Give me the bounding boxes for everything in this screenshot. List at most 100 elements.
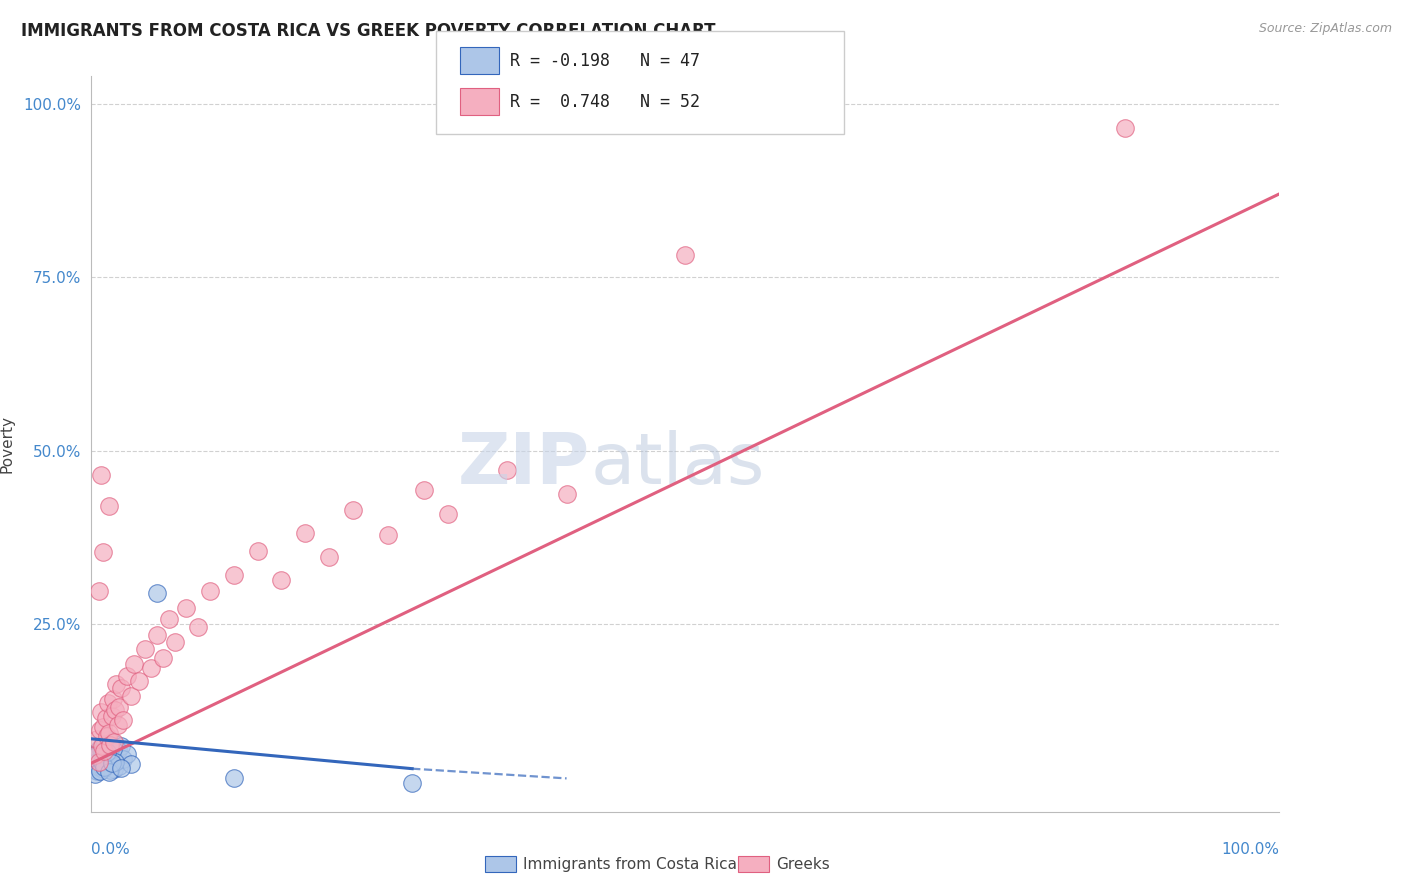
Point <box>86 748 108 763</box>
Point <box>86 764 108 779</box>
Point <box>377 528 399 542</box>
Point <box>96 756 118 770</box>
Point <box>222 568 245 582</box>
Point <box>90 468 112 483</box>
Point <box>97 733 120 747</box>
Point <box>91 763 114 777</box>
Point <box>145 628 167 642</box>
Point <box>93 744 115 758</box>
Point <box>104 737 127 751</box>
Point <box>91 750 114 764</box>
Text: ZIP: ZIP <box>458 430 591 500</box>
Point <box>91 545 114 559</box>
Point <box>120 690 142 704</box>
Point <box>100 741 122 756</box>
Point <box>176 601 198 615</box>
Point <box>91 744 114 758</box>
Point <box>87 756 110 770</box>
Point <box>120 756 142 771</box>
Point <box>97 753 120 767</box>
Point <box>107 718 129 732</box>
Text: IMMIGRANTS FROM COSTA RICA VS GREEK POVERTY CORRELATION CHART: IMMIGRANTS FROM COSTA RICA VS GREEK POVE… <box>21 22 716 40</box>
Point <box>98 499 121 513</box>
Point <box>94 744 117 758</box>
Point <box>103 734 125 748</box>
Point <box>89 740 111 755</box>
Point <box>107 743 129 757</box>
Text: 100.0%: 100.0% <box>1222 842 1279 857</box>
Point <box>555 487 578 501</box>
Text: Source: ZipAtlas.com: Source: ZipAtlas.com <box>1258 22 1392 36</box>
Point <box>200 583 222 598</box>
Point <box>100 738 122 752</box>
Point <box>91 739 114 754</box>
Point <box>84 749 107 764</box>
Y-axis label: Poverty: Poverty <box>0 415 14 473</box>
Point <box>110 761 132 775</box>
Point <box>100 750 122 764</box>
Point <box>98 758 121 772</box>
Point <box>83 756 105 771</box>
Point <box>294 525 316 540</box>
Point <box>96 729 118 743</box>
Point <box>93 760 115 774</box>
Point <box>84 747 107 762</box>
Text: Greeks: Greeks <box>776 857 830 871</box>
Point <box>86 731 108 746</box>
Point <box>1114 120 1136 135</box>
Point <box>157 612 180 626</box>
Point <box>87 583 110 598</box>
Point <box>100 756 122 771</box>
Point <box>91 756 114 770</box>
Point <box>103 762 125 776</box>
Point <box>110 681 132 695</box>
Point <box>115 669 138 683</box>
Point <box>128 674 150 689</box>
Point <box>112 713 135 727</box>
Point <box>90 706 112 720</box>
Point <box>152 651 174 665</box>
Point <box>163 635 186 649</box>
Point <box>101 742 124 756</box>
Point <box>496 463 519 477</box>
Point <box>90 761 112 775</box>
Point <box>110 739 132 754</box>
Point <box>94 747 117 762</box>
Point <box>107 759 129 773</box>
Point <box>87 759 110 773</box>
Text: 0.0%: 0.0% <box>91 842 131 857</box>
Point <box>90 751 112 765</box>
Text: Immigrants from Costa Rica: Immigrants from Costa Rica <box>523 857 737 871</box>
Point <box>104 703 127 717</box>
Text: R = -0.198   N = 47: R = -0.198 N = 47 <box>510 52 700 70</box>
Point <box>101 746 124 760</box>
Point <box>122 657 145 671</box>
Point <box>96 745 118 759</box>
Point <box>436 507 458 521</box>
Point <box>84 766 107 780</box>
Point <box>139 661 162 675</box>
Point <box>98 726 121 740</box>
Point <box>97 696 120 710</box>
Point <box>187 620 209 634</box>
Point <box>115 747 138 761</box>
Point <box>342 502 364 516</box>
Point <box>104 755 127 769</box>
Point <box>89 723 111 737</box>
Point <box>87 753 110 767</box>
Point <box>98 765 121 780</box>
Text: atlas: atlas <box>591 430 765 500</box>
Point <box>222 772 245 786</box>
Point <box>100 763 122 777</box>
Point <box>105 677 128 691</box>
Point <box>107 699 129 714</box>
Point <box>318 549 340 564</box>
Point <box>89 764 111 778</box>
Point <box>270 573 292 587</box>
Point <box>145 586 167 600</box>
Point <box>84 757 107 772</box>
Point <box>91 720 114 734</box>
Point <box>101 692 124 706</box>
Point <box>100 709 122 723</box>
Point <box>673 248 696 262</box>
